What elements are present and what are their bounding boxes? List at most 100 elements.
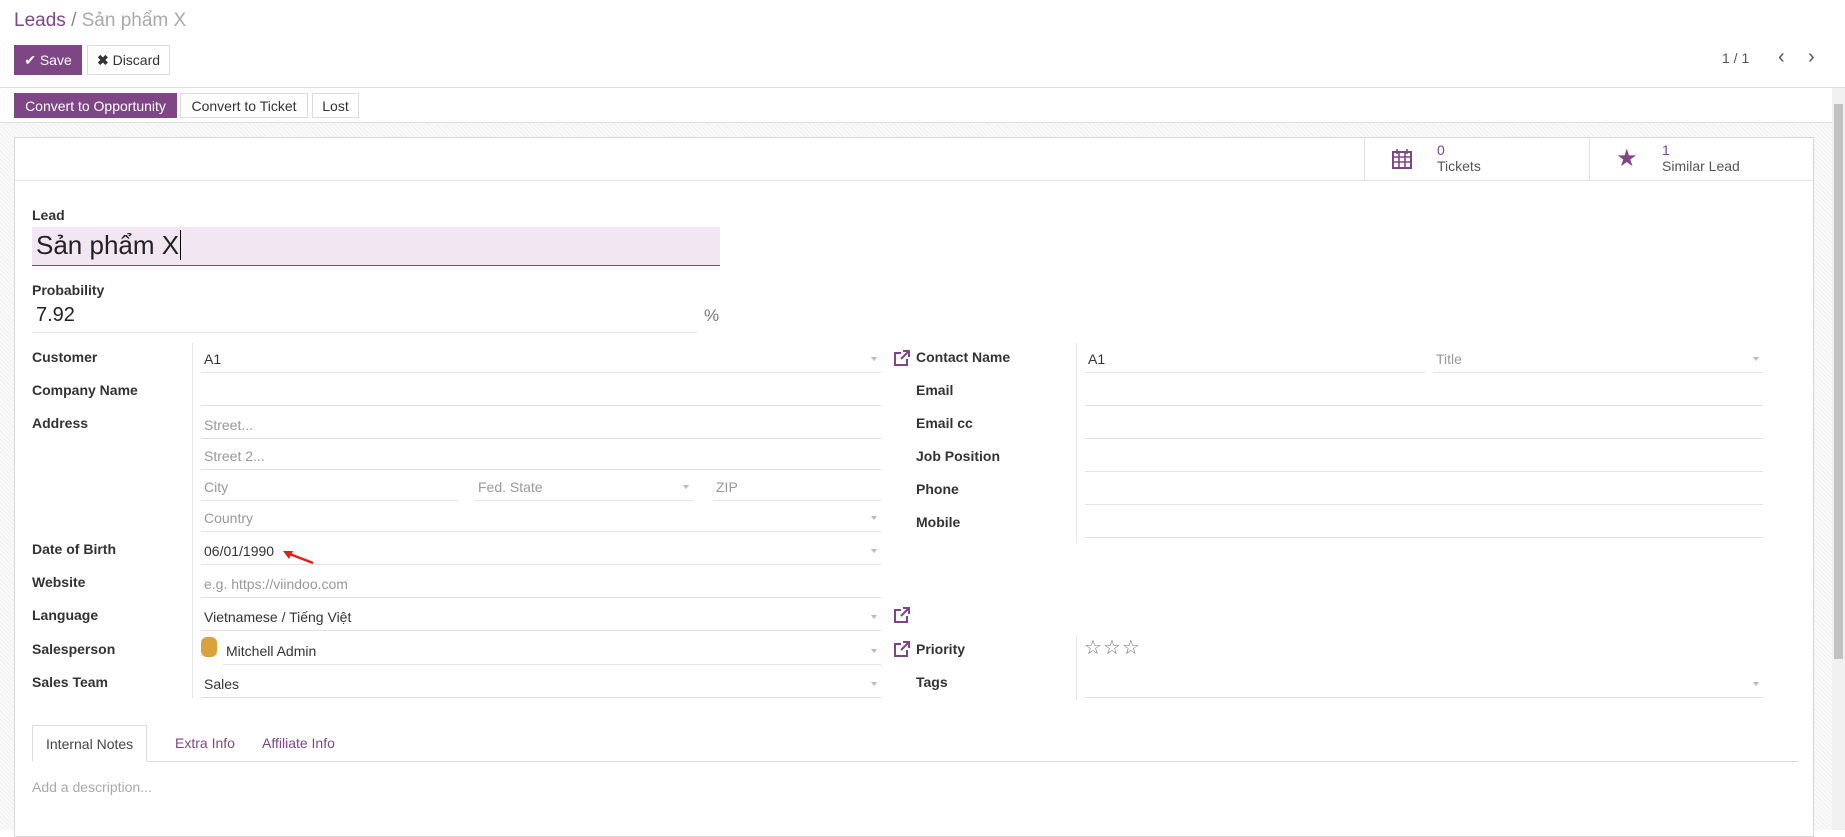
priority-star-icon[interactable]: ☆: [1084, 637, 1103, 659]
tab-internal-notes[interactable]: Internal Notes: [32, 725, 148, 762]
probability-label: Probability: [32, 282, 105, 298]
priority-star-icon[interactable]: ☆: [1102, 637, 1122, 659]
chevron-left-icon[interactable]: ‹: [1778, 46, 1785, 68]
mobile-label: Mobile: [916, 514, 961, 530]
star-icon: ★: [1616, 145, 1638, 172]
dropdown-caret-icon: [683, 485, 689, 489]
country-field[interactable]: Country: [201, 504, 881, 532]
tags-field[interactable]: [1085, 670, 1763, 698]
website-field[interactable]: e.g. https://viindoo.com: [201, 570, 881, 598]
state-field[interactable]: Fed. State: [475, 473, 693, 501]
job-position-field[interactable]: [1085, 444, 1763, 472]
tickets-count: 0: [1437, 142, 1445, 158]
tags-label: Tags: [916, 674, 948, 690]
dropdown-caret-icon: [871, 682, 877, 686]
phone-field[interactable]: [1085, 477, 1763, 505]
convert-to-opportunity-button[interactable]: Convert to Opportunity: [14, 93, 177, 118]
mobile-field[interactable]: [1085, 510, 1763, 538]
language-label: Language: [32, 607, 99, 623]
contact-name-label: Contact Name: [916, 349, 1011, 365]
breadcrumb-leads[interactable]: Leads: [14, 10, 66, 31]
contact-name-field[interactable]: A1: [1085, 345, 1425, 373]
check-icon: ✔: [24, 51, 40, 68]
email-cc-field[interactable]: [1085, 411, 1763, 439]
date-of-birth-field[interactable]: 06/01/1990: [201, 537, 881, 565]
convert-to-ticket-button[interactable]: Convert to Ticket: [180, 93, 308, 118]
phone-label: Phone: [916, 481, 959, 497]
street-field[interactable]: Street...: [201, 411, 881, 439]
external-link-icon[interactable]: [892, 639, 912, 659]
scrollbar-thumb[interactable]: [1834, 104, 1843, 659]
language-value: Vietnamese / Tiếng Việt: [204, 609, 352, 625]
dropdown-caret-icon: [871, 516, 877, 520]
zip-field[interactable]: ZIP: [713, 473, 881, 501]
description-field[interactable]: Add a description...: [32, 779, 152, 795]
priority-label: Priority: [916, 641, 966, 657]
close-icon: ✖: [96, 51, 113, 68]
tab-extra-info[interactable]: Extra Info: [175, 735, 235, 751]
lead-name-input[interactable]: Sản phẩm X: [32, 227, 720, 266]
column-separator: [192, 343, 193, 698]
title-placeholder: Title: [1436, 351, 1462, 367]
dropdown-caret-icon: [871, 649, 877, 653]
external-link-icon[interactable]: [892, 605, 912, 625]
save-button[interactable]: ✔ Save: [14, 45, 82, 75]
country-placeholder: Country: [204, 510, 254, 526]
form-sheet: 0 Tickets ★ 1 Similar Lead Lead Sản phẩm…: [14, 137, 1814, 837]
email-field[interactable]: [1085, 378, 1763, 406]
external-link-icon[interactable]: [892, 348, 912, 368]
dropdown-caret-icon: [871, 615, 877, 619]
salesperson-label: Salesperson: [32, 641, 116, 657]
priority-star-icon[interactable]: ☆: [1121, 637, 1141, 659]
avatar: [201, 637, 217, 657]
calendar-icon: [1392, 149, 1412, 169]
pager-value: 1 / 1: [1722, 50, 1750, 66]
website-label: Website: [32, 574, 86, 590]
save-label: Save: [39, 52, 72, 68]
button-box: 0 Tickets ★ 1 Similar Lead: [15, 138, 1813, 181]
date-of-birth-value: 06/01/1990: [204, 543, 275, 559]
column-separator: [1076, 635, 1077, 700]
city-field[interactable]: City: [201, 473, 458, 501]
breadcrumb: Leads / Sản phẩm X: [14, 10, 186, 32]
customer-value: A1: [204, 351, 222, 367]
sales-team-value: Sales: [204, 676, 240, 692]
tickets-label: Tickets: [1437, 158, 1481, 174]
discard-button[interactable]: ✖ Discard: [87, 45, 170, 75]
breadcrumb-separator: /: [71, 10, 77, 31]
priority-stars: ☆☆☆: [1084, 635, 1141, 660]
column-separator: [1076, 343, 1077, 543]
customer-field[interactable]: A1: [201, 345, 881, 373]
street2-field[interactable]: Street 2...: [201, 442, 881, 470]
lost-button[interactable]: Lost: [312, 93, 359, 118]
customer-label: Customer: [32, 349, 98, 365]
chevron-right-icon[interactable]: ›: [1808, 46, 1815, 68]
dropdown-caret-icon: [1753, 682, 1759, 686]
job-position-label: Job Position: [916, 448, 1000, 464]
tabs-underline: [32, 761, 1798, 762]
lead-name-value: Sản phẩm X: [36, 230, 180, 260]
sales-team-field[interactable]: Sales: [201, 670, 881, 698]
address-label: Address: [32, 415, 89, 431]
sales-team-label: Sales Team: [32, 674, 109, 690]
scrollbar[interactable]: [1832, 88, 1845, 830]
title-field[interactable]: Title: [1433, 345, 1763, 373]
similar-lead-label: Similar Lead: [1662, 158, 1740, 174]
salesperson-field[interactable]: Mitchell Admin: [223, 637, 881, 665]
probability-input[interactable]: 7.92: [32, 302, 697, 333]
discard-label: Discard: [112, 52, 161, 68]
company-name-label: Company Name: [32, 382, 138, 398]
similar-lead-count: 1: [1662, 142, 1670, 158]
dropdown-caret-icon: [871, 549, 877, 553]
language-field[interactable]: Vietnamese / Tiếng Việt: [201, 603, 881, 631]
dropdown-caret-icon: [1753, 357, 1759, 361]
dropdown-caret-icon: [871, 357, 877, 361]
company-name-field[interactable]: [201, 378, 881, 406]
email-label: Email: [916, 382, 954, 398]
state-placeholder: Fed. State: [478, 479, 543, 495]
divider: [0, 87, 1845, 88]
annotation-arrow-icon: [283, 551, 314, 565]
tab-affiliate-info[interactable]: Affiliate Info: [262, 735, 335, 751]
similar-lead-stat-button[interactable]: ★ 1 Similar Lead: [1589, 138, 1814, 181]
tickets-stat-button[interactable]: 0 Tickets: [1364, 138, 1589, 181]
